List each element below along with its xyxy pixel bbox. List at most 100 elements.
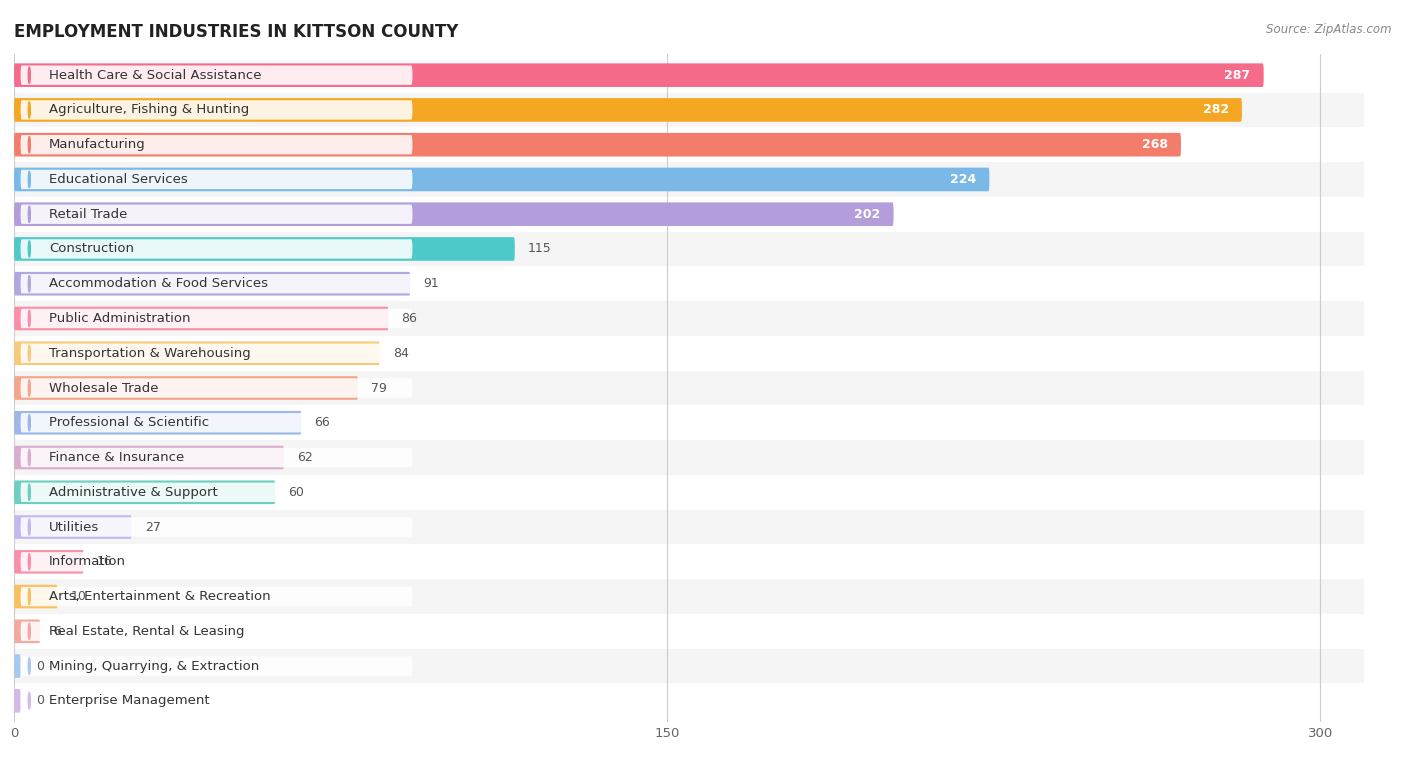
Text: Administrative & Support: Administrative & Support xyxy=(49,486,218,499)
FancyBboxPatch shape xyxy=(21,274,412,293)
Circle shape xyxy=(28,588,31,605)
Text: 0: 0 xyxy=(35,695,44,708)
Text: 84: 84 xyxy=(392,347,409,360)
Circle shape xyxy=(28,658,31,674)
FancyBboxPatch shape xyxy=(14,64,1264,87)
FancyBboxPatch shape xyxy=(14,376,359,400)
Bar xyxy=(14,440,1364,475)
Circle shape xyxy=(28,380,31,396)
Text: 66: 66 xyxy=(315,416,330,429)
Circle shape xyxy=(28,414,31,431)
FancyBboxPatch shape xyxy=(21,100,412,120)
Text: Health Care & Social Assistance: Health Care & Social Assistance xyxy=(49,68,262,81)
Circle shape xyxy=(28,553,31,570)
Bar xyxy=(14,162,1364,197)
Circle shape xyxy=(28,275,31,292)
Bar xyxy=(14,475,1364,510)
Text: Professional & Scientific: Professional & Scientific xyxy=(49,416,209,429)
Text: 62: 62 xyxy=(297,451,312,464)
Text: 79: 79 xyxy=(371,382,387,394)
Text: Construction: Construction xyxy=(49,242,134,255)
FancyBboxPatch shape xyxy=(21,239,412,258)
Text: Information: Information xyxy=(49,556,127,568)
FancyBboxPatch shape xyxy=(14,585,58,608)
FancyBboxPatch shape xyxy=(14,654,21,678)
Text: Transportation & Warehousing: Transportation & Warehousing xyxy=(49,347,250,360)
Text: Wholesale Trade: Wholesale Trade xyxy=(49,382,159,394)
Text: Enterprise Management: Enterprise Management xyxy=(49,695,209,708)
Text: 282: 282 xyxy=(1202,103,1229,116)
Text: 6: 6 xyxy=(53,625,60,638)
FancyBboxPatch shape xyxy=(21,587,412,606)
FancyBboxPatch shape xyxy=(14,133,1181,157)
Text: Agriculture, Fishing & Hunting: Agriculture, Fishing & Hunting xyxy=(49,103,249,116)
FancyBboxPatch shape xyxy=(21,309,412,328)
Bar xyxy=(14,57,1364,92)
Text: 16: 16 xyxy=(97,556,112,568)
Text: 268: 268 xyxy=(1142,138,1168,151)
Text: Mining, Quarrying, & Extraction: Mining, Quarrying, & Extraction xyxy=(49,660,259,673)
FancyBboxPatch shape xyxy=(21,344,412,363)
Text: 0: 0 xyxy=(35,660,44,673)
FancyBboxPatch shape xyxy=(21,170,412,189)
Text: 27: 27 xyxy=(145,521,160,534)
Circle shape xyxy=(28,241,31,257)
Text: Retail Trade: Retail Trade xyxy=(49,208,128,220)
Circle shape xyxy=(28,206,31,223)
Text: Source: ZipAtlas.com: Source: ZipAtlas.com xyxy=(1267,23,1392,36)
Text: 10: 10 xyxy=(70,590,87,603)
FancyBboxPatch shape xyxy=(21,622,412,641)
Bar xyxy=(14,579,1364,614)
Text: Accommodation & Food Services: Accommodation & Food Services xyxy=(49,277,269,290)
Circle shape xyxy=(28,345,31,362)
FancyBboxPatch shape xyxy=(14,203,894,226)
Text: Educational Services: Educational Services xyxy=(49,173,187,186)
FancyBboxPatch shape xyxy=(21,413,412,432)
Text: Public Administration: Public Administration xyxy=(49,312,190,325)
FancyBboxPatch shape xyxy=(21,691,412,711)
FancyBboxPatch shape xyxy=(14,515,132,539)
FancyBboxPatch shape xyxy=(14,98,1241,122)
Circle shape xyxy=(28,310,31,327)
Circle shape xyxy=(28,67,31,83)
Text: 202: 202 xyxy=(855,208,880,220)
Bar xyxy=(14,405,1364,440)
Circle shape xyxy=(28,693,31,709)
Text: Finance & Insurance: Finance & Insurance xyxy=(49,451,184,464)
Text: 287: 287 xyxy=(1225,68,1250,81)
FancyBboxPatch shape xyxy=(14,237,515,261)
Bar xyxy=(14,197,1364,231)
Bar xyxy=(14,649,1364,684)
Bar xyxy=(14,336,1364,371)
Bar xyxy=(14,684,1364,719)
FancyBboxPatch shape xyxy=(14,550,84,573)
Bar xyxy=(14,231,1364,266)
FancyBboxPatch shape xyxy=(14,168,990,191)
Bar xyxy=(14,545,1364,579)
FancyBboxPatch shape xyxy=(21,448,412,467)
FancyBboxPatch shape xyxy=(21,552,412,571)
Bar xyxy=(14,510,1364,545)
FancyBboxPatch shape xyxy=(14,619,41,643)
FancyBboxPatch shape xyxy=(21,483,412,502)
Text: 115: 115 xyxy=(527,242,551,255)
Bar xyxy=(14,92,1364,127)
Text: 86: 86 xyxy=(402,312,418,325)
FancyBboxPatch shape xyxy=(14,272,411,296)
Bar xyxy=(14,266,1364,301)
FancyBboxPatch shape xyxy=(14,307,388,331)
Text: Utilities: Utilities xyxy=(49,521,100,534)
Bar xyxy=(14,301,1364,336)
FancyBboxPatch shape xyxy=(14,411,301,435)
Text: 91: 91 xyxy=(423,277,439,290)
Text: Arts, Entertainment & Recreation: Arts, Entertainment & Recreation xyxy=(49,590,270,603)
Text: 60: 60 xyxy=(288,486,304,499)
FancyBboxPatch shape xyxy=(21,518,412,537)
Text: Real Estate, Rental & Leasing: Real Estate, Rental & Leasing xyxy=(49,625,245,638)
Text: 224: 224 xyxy=(950,173,976,186)
FancyBboxPatch shape xyxy=(21,205,412,224)
Circle shape xyxy=(28,137,31,153)
Circle shape xyxy=(28,623,31,639)
Circle shape xyxy=(28,102,31,118)
Circle shape xyxy=(28,484,31,501)
